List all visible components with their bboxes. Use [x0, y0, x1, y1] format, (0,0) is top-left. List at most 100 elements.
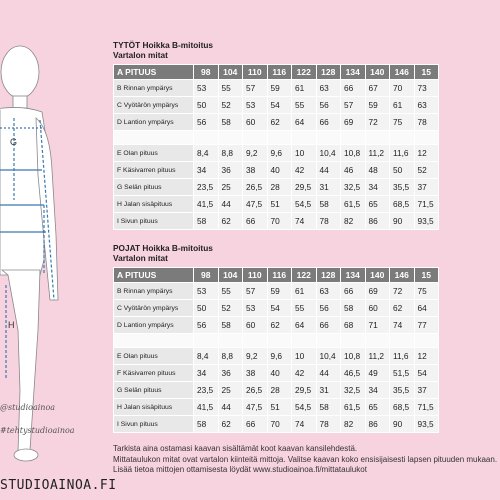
table-row: D Lantion ympärys 56 58 60 62 64 66 69 72 75 78: [113, 113, 439, 131]
measurement-cell: 38: [242, 364, 268, 382]
measurement-cell: 90: [389, 415, 415, 433]
measurement-cell: 53: [242, 96, 268, 114]
measurement-cell: 72: [389, 282, 415, 300]
row-label: C Vyötärön ympärys: [113, 96, 194, 114]
table-row: B Rinnan ympärys 53 55 57 59 61 63 66 69 72 75: [113, 282, 439, 300]
table-row: E Olan pituus 8,4 8,8 9,2 9,6 10 10,4 10,8 11,2 1…: [113, 347, 439, 365]
measurement-cell: 66: [315, 113, 341, 131]
measurement-cell: 65: [364, 398, 390, 416]
measurement-cell: 86: [364, 212, 390, 230]
measurement-cell: 53: [242, 299, 268, 317]
row-label: C Vyötärön ympärys: [113, 299, 194, 317]
measurement-cell: 59: [364, 96, 390, 114]
pojat-size-header: 15: [413, 267, 439, 283]
pojat-subtitle: Vartalon mitat: [113, 253, 168, 263]
measurement-cell: 25: [217, 381, 243, 399]
measurement-cell: 58: [193, 212, 219, 230]
measurement-cell: 59: [266, 79, 292, 97]
pojat-size-header: 134: [340, 267, 366, 283]
measurement-cell: 51: [266, 398, 292, 416]
measurement-cell: 57: [242, 282, 268, 300]
measurement-cell: [389, 130, 415, 145]
measurement-cell: 11,2: [364, 347, 390, 365]
measurement-cell: 54: [266, 299, 292, 317]
measurement-cell: 55: [217, 79, 243, 97]
row-label: I Sivun pituus: [113, 212, 194, 230]
measurement-cell: 23,5: [193, 381, 219, 399]
measurement-cell: 61,5: [340, 398, 366, 416]
measurement-cell: 32,5: [340, 178, 366, 196]
measurement-cell: 8,4: [193, 144, 219, 162]
measurement-cell: 51: [266, 195, 292, 213]
measurement-cell: [217, 130, 243, 145]
measurement-cell: 55: [291, 96, 317, 114]
row-label: H Jalan sisäpituus: [113, 195, 194, 213]
table-row: C Vyötärön ympärys 50 52 53 54 55 56 58 60 62 64: [113, 299, 439, 317]
measurement-cell: 44: [217, 398, 243, 416]
measurement-cell: 58: [193, 415, 219, 433]
measurement-cell: [340, 333, 366, 348]
measurement-cell: 41,5: [193, 398, 219, 416]
pojat-size-header: 122: [291, 267, 317, 283]
measurement-cell: 73: [413, 79, 439, 97]
measurement-cell: 35,5: [389, 381, 415, 399]
table-row: G Selän pituus 23,5 25 26,5 28 29,5 31 32,5 34 35…: [113, 178, 439, 196]
measurement-cell: 36: [217, 161, 243, 179]
measurement-cell: 58: [217, 113, 243, 131]
measurement-cell: 34: [364, 381, 390, 399]
table-row: E Olan pituus 8,4 8,8 9,2 9,6 10 10,4 10,8 11,2 1…: [113, 144, 439, 162]
measurement-cell: 34: [364, 178, 390, 196]
measurement-cell: 56: [315, 299, 341, 317]
row-label: G Selän pituus: [113, 178, 194, 196]
measurement-cell: 10,8: [340, 144, 366, 162]
measurement-cell: 66: [315, 316, 341, 334]
measurement-cell: 8,4: [193, 347, 219, 365]
measurement-cell: 51,5: [389, 364, 415, 382]
measurement-cell: [364, 333, 390, 348]
measurement-cell: 28: [266, 381, 292, 399]
measurement-cell: 9,6: [266, 347, 292, 365]
tytot-size-header: 104: [217, 64, 243, 80]
measurement-cell: 23,5: [193, 178, 219, 196]
tytot-size-header: 116: [266, 64, 292, 80]
tytot-header-label: A PITUUS: [113, 64, 194, 80]
measurement-cell: 44: [315, 364, 341, 382]
measurement-cell: 9,2: [242, 144, 268, 162]
instagram-handle: @studioainoa: [0, 403, 56, 412]
tytot-size-header: 110: [242, 64, 268, 80]
measurement-cell: 34: [193, 364, 219, 382]
measurement-cell: [315, 333, 341, 348]
measurement-cell: 54,5: [291, 398, 317, 416]
measurement-cell: 56: [193, 113, 219, 131]
measurement-cell: [266, 333, 292, 348]
measurement-cell: 74: [389, 316, 415, 334]
measurement-cell: 54: [266, 96, 292, 114]
pojat-size-header: 104: [217, 267, 243, 283]
measurement-cell: 63: [315, 79, 341, 97]
measurement-cell: [340, 130, 366, 145]
tytot-size-header: 122: [291, 64, 317, 80]
row-label: B Rinnan ympärys: [113, 79, 194, 97]
measurement-cell: 55: [217, 282, 243, 300]
measurement-cell: 47,5: [242, 398, 268, 416]
pojat-size-table: A PITUUS 98 104 110 116 122 128 134 140 …: [113, 267, 439, 433]
measurement-cell: [413, 333, 439, 348]
pojat-header-label: A PITUUS: [113, 267, 194, 283]
measurement-cell: 71,5: [413, 398, 439, 416]
measurement-cell: 55: [291, 299, 317, 317]
measurement-cell: 56: [193, 316, 219, 334]
measurement-cell: 66: [242, 415, 268, 433]
hashtag-handle: #tehtystudioainoa: [0, 426, 75, 435]
tytot-size-header: 134: [340, 64, 366, 80]
pojat-table-body: B Rinnan ympärys 53 55 57 59 61 63 66 69 72 75 C Vy…: [113, 282, 439, 433]
measurement-cell: 35,5: [389, 178, 415, 196]
measurement-cell: [291, 130, 317, 145]
measurement-cell: 58: [217, 316, 243, 334]
measurement-cell: 37: [413, 178, 439, 196]
measurement-cell: 52: [413, 161, 439, 179]
pojat-size-header: 146: [389, 267, 415, 283]
measurement-cell: 63: [413, 96, 439, 114]
measurement-cell: 47,5: [242, 195, 268, 213]
row-label: [113, 333, 194, 348]
measurement-cell: 64: [291, 316, 317, 334]
